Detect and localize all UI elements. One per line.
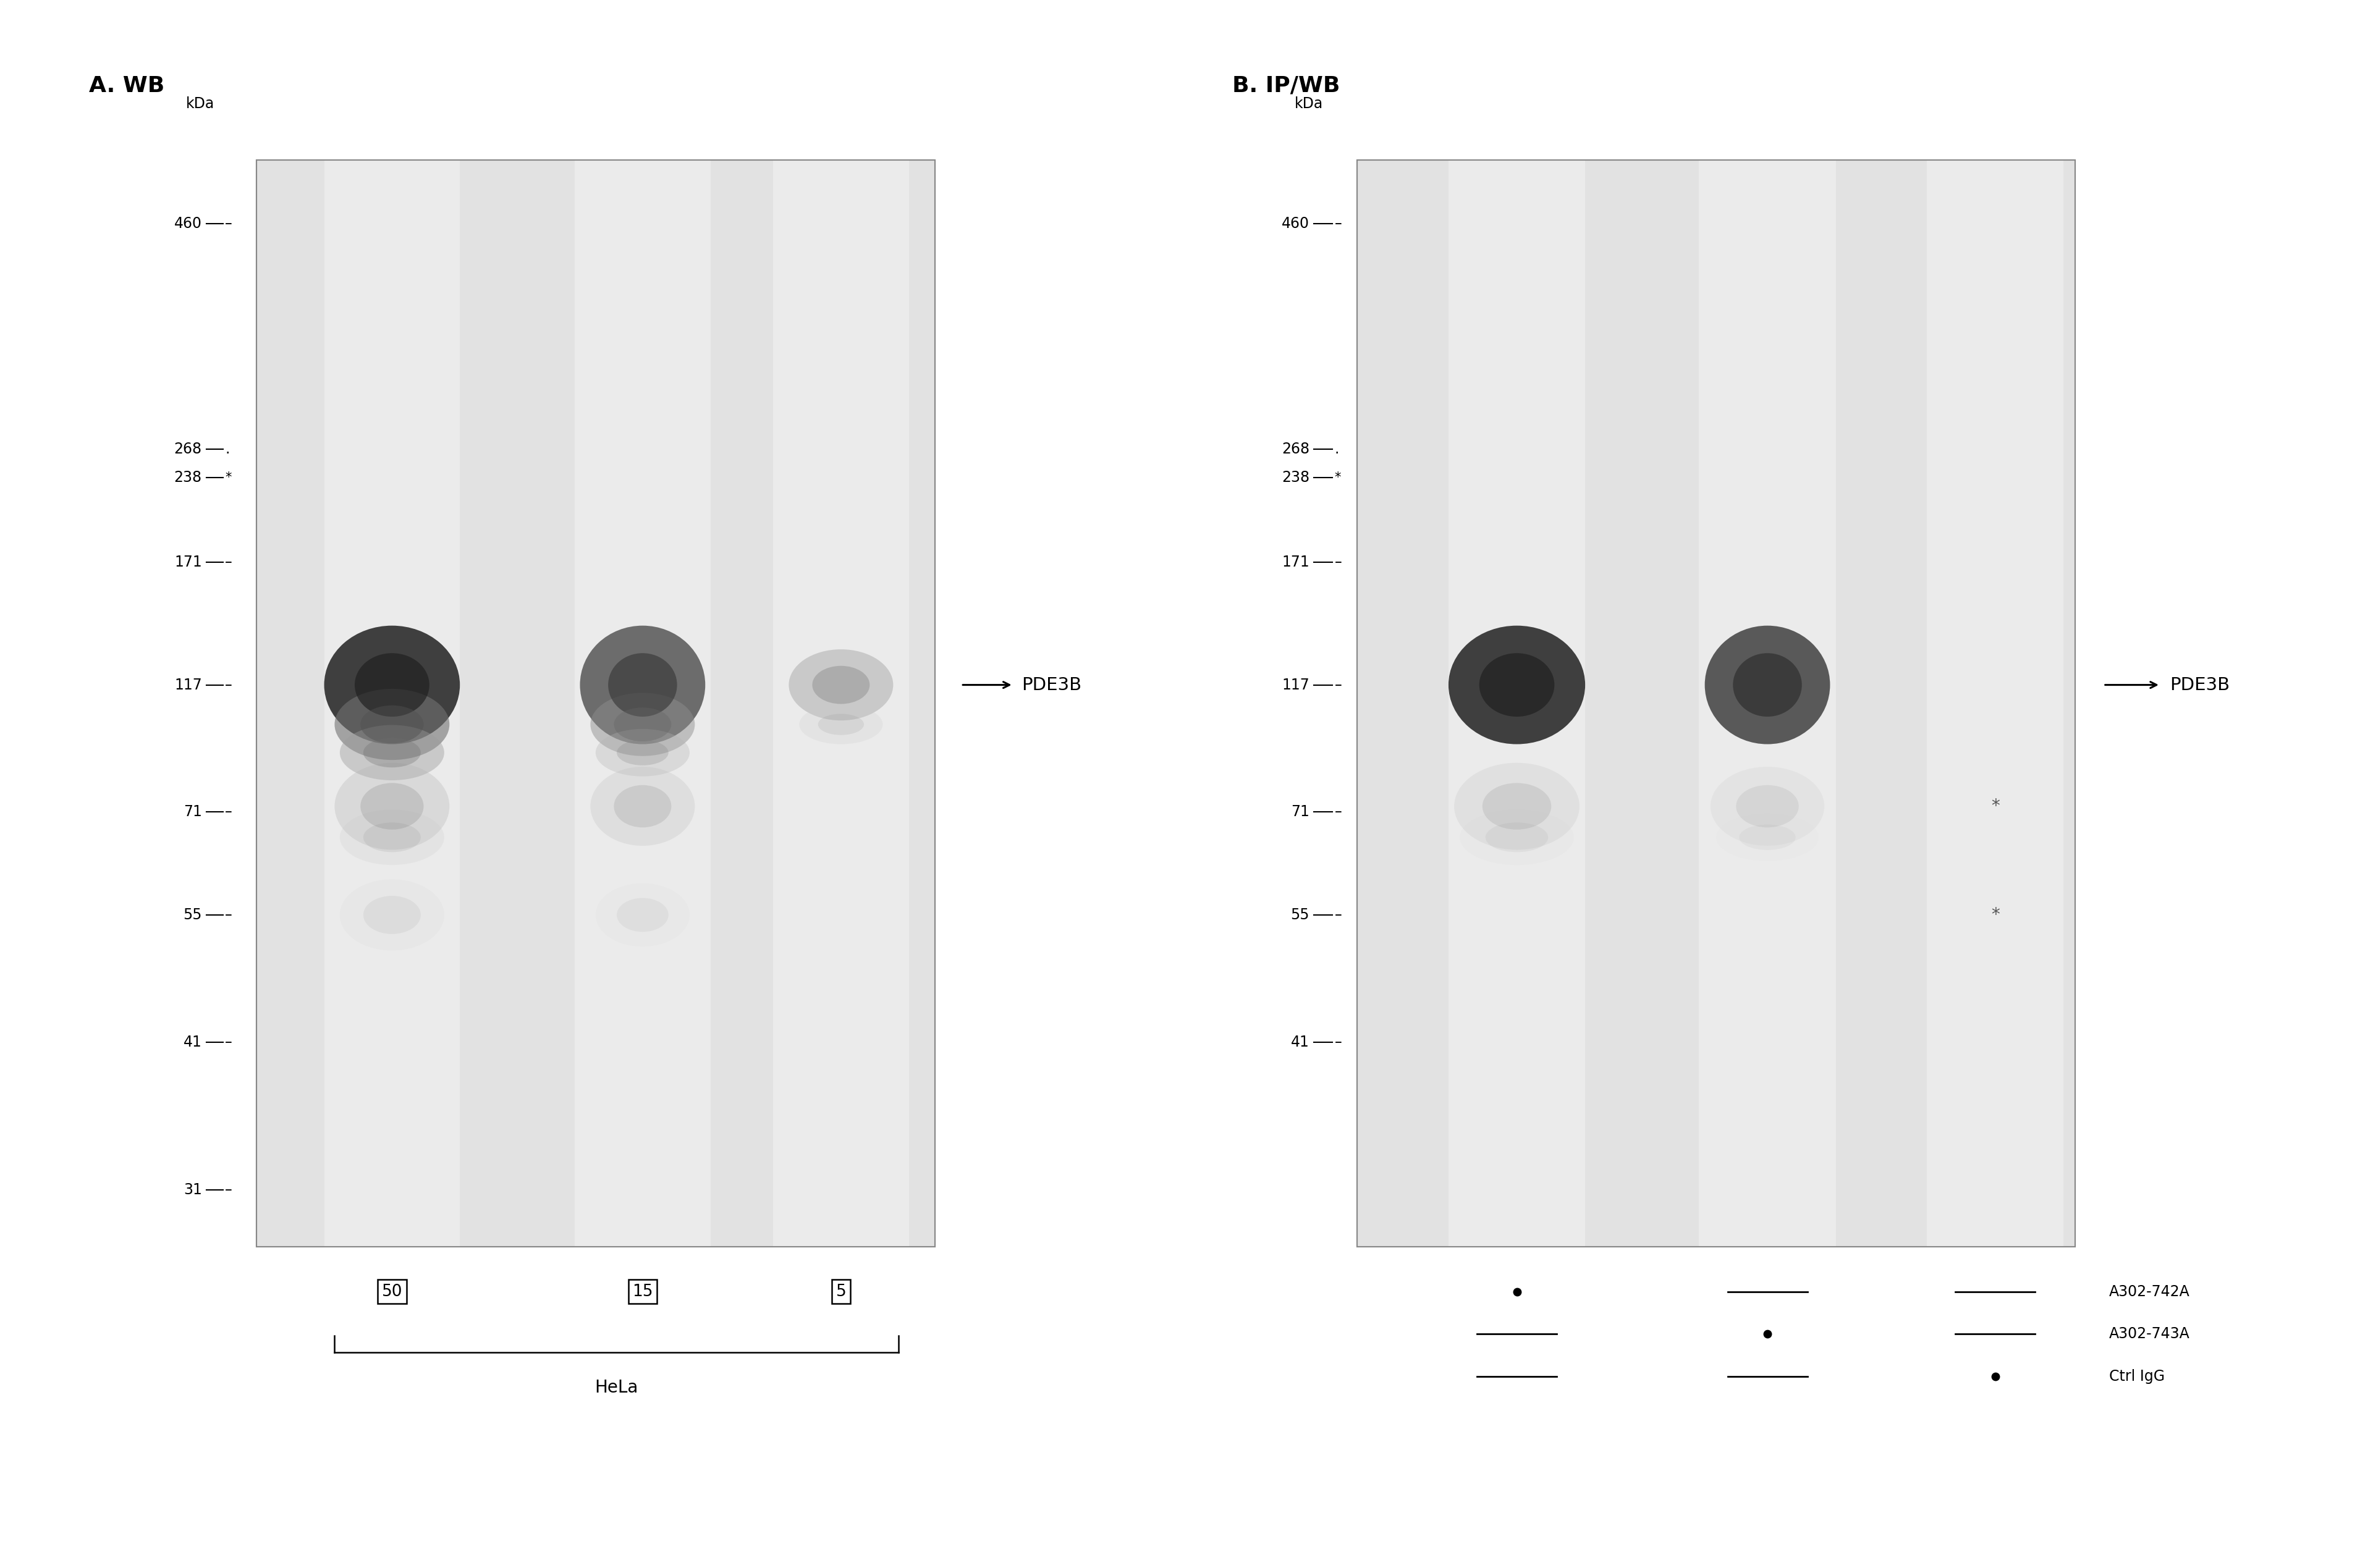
Bar — [774, 160, 909, 1247]
Text: –: – — [1334, 677, 1341, 693]
Text: A302-743A: A302-743A — [2110, 1327, 2190, 1342]
Text: 238: 238 — [173, 470, 202, 485]
Ellipse shape — [819, 713, 864, 735]
Text: *: * — [225, 472, 233, 483]
Text: –: – — [225, 677, 233, 693]
Text: 268: 268 — [173, 442, 202, 456]
Ellipse shape — [354, 654, 430, 717]
Bar — [1699, 160, 1837, 1247]
Ellipse shape — [615, 707, 672, 742]
Bar — [256, 160, 935, 1247]
Text: Ctrl IgG: Ctrl IgG — [2110, 1369, 2164, 1385]
Ellipse shape — [800, 704, 883, 745]
Text: A302-742A: A302-742A — [2110, 1284, 2190, 1300]
Text: –: – — [1334, 216, 1341, 230]
Text: 117: 117 — [173, 677, 202, 693]
Ellipse shape — [1455, 762, 1580, 850]
Text: 55: 55 — [183, 908, 202, 922]
Text: –: – — [1334, 908, 1341, 922]
Text: 460: 460 — [173, 216, 202, 230]
Text: –: – — [225, 908, 233, 922]
Ellipse shape — [596, 729, 691, 776]
Ellipse shape — [591, 693, 695, 756]
Text: *: * — [1991, 798, 2000, 815]
Text: 460: 460 — [1281, 216, 1310, 230]
Ellipse shape — [788, 649, 892, 720]
Ellipse shape — [361, 782, 425, 829]
Ellipse shape — [1739, 825, 1796, 850]
Text: –: – — [1334, 1035, 1341, 1049]
Ellipse shape — [591, 767, 695, 845]
Text: *: * — [1334, 472, 1341, 483]
Text: –: – — [225, 804, 233, 820]
Text: 71: 71 — [183, 804, 202, 820]
Text: .: . — [1334, 442, 1338, 456]
Ellipse shape — [335, 762, 448, 850]
Text: 268: 268 — [1281, 442, 1310, 456]
Text: PDE3B: PDE3B — [2169, 676, 2231, 693]
Text: PDE3B: PDE3B — [1023, 676, 1082, 693]
Text: 5: 5 — [835, 1284, 847, 1300]
Text: –: – — [1334, 555, 1341, 569]
Text: 171: 171 — [1281, 555, 1310, 569]
Text: –: – — [1334, 804, 1341, 820]
Text: 171: 171 — [173, 555, 202, 569]
Ellipse shape — [812, 666, 871, 704]
Text: A. WB: A. WB — [90, 75, 164, 96]
Bar — [1927, 160, 2065, 1247]
Ellipse shape — [1737, 786, 1799, 828]
Text: *: * — [1991, 906, 2000, 924]
Text: –: – — [225, 555, 233, 569]
Ellipse shape — [363, 739, 420, 767]
Ellipse shape — [363, 823, 420, 851]
Text: 31: 31 — [183, 1182, 202, 1198]
Ellipse shape — [1483, 782, 1552, 829]
Ellipse shape — [361, 706, 425, 743]
Ellipse shape — [1732, 654, 1801, 717]
Ellipse shape — [325, 626, 460, 745]
Bar — [1357, 160, 2074, 1247]
Ellipse shape — [615, 786, 672, 828]
Ellipse shape — [1448, 626, 1585, 745]
Ellipse shape — [1478, 654, 1554, 717]
Ellipse shape — [1485, 823, 1547, 851]
Ellipse shape — [1711, 767, 1825, 845]
Text: 41: 41 — [1291, 1035, 1310, 1049]
Ellipse shape — [339, 724, 444, 781]
Bar — [574, 160, 710, 1247]
Text: –: – — [225, 1182, 233, 1198]
Ellipse shape — [617, 740, 669, 765]
Ellipse shape — [335, 688, 448, 760]
Ellipse shape — [596, 883, 691, 947]
Text: –: – — [225, 216, 233, 230]
Text: .: . — [225, 442, 230, 456]
Ellipse shape — [607, 654, 676, 717]
Ellipse shape — [579, 626, 705, 745]
Text: 71: 71 — [1291, 804, 1310, 820]
Text: 55: 55 — [1291, 908, 1310, 922]
Text: kDa: kDa — [1296, 96, 1324, 111]
Bar — [1448, 160, 1585, 1247]
Ellipse shape — [339, 809, 444, 866]
Text: –: – — [225, 1035, 233, 1049]
Text: kDa: kDa — [185, 96, 214, 111]
Ellipse shape — [1716, 814, 1818, 861]
Ellipse shape — [1704, 626, 1830, 745]
Bar — [1357, 160, 2074, 1247]
Ellipse shape — [363, 895, 420, 935]
Text: 41: 41 — [183, 1035, 202, 1049]
Bar — [256, 160, 935, 1247]
Text: 50: 50 — [382, 1284, 403, 1300]
Bar — [325, 160, 460, 1247]
Text: 117: 117 — [1281, 677, 1310, 693]
Ellipse shape — [1459, 809, 1573, 866]
Text: 238: 238 — [1281, 470, 1310, 485]
Text: 15: 15 — [631, 1284, 653, 1300]
Ellipse shape — [339, 880, 444, 950]
Text: B. IP/WB: B. IP/WB — [1232, 75, 1341, 96]
Ellipse shape — [617, 898, 669, 931]
Text: HeLa: HeLa — [596, 1378, 638, 1397]
